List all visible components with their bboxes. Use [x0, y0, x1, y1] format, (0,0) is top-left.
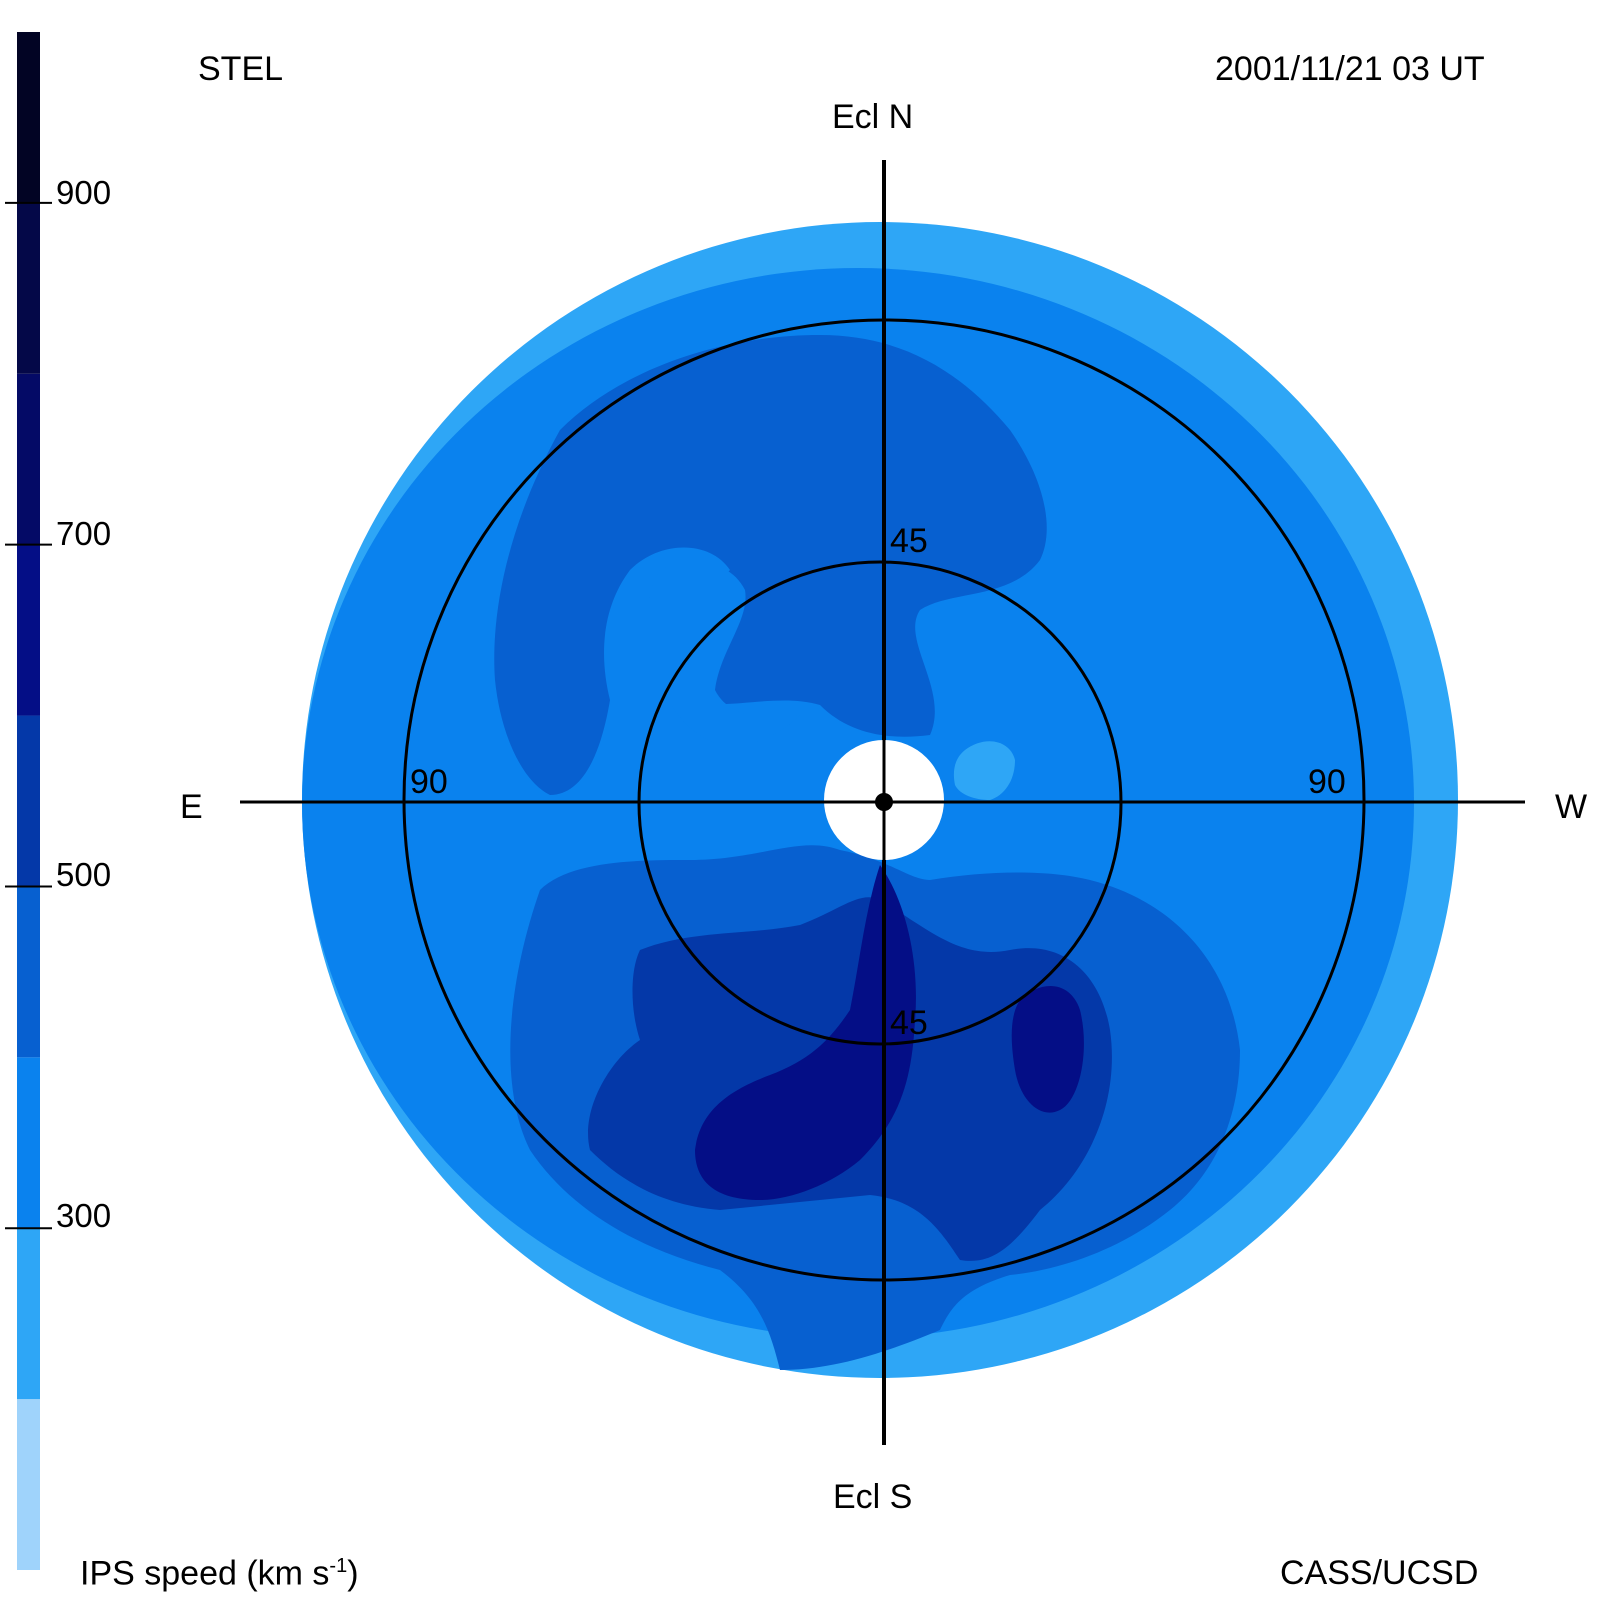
colorbar-level-800-900	[17, 202, 40, 374]
colorbar-level-500-600	[17, 715, 40, 887]
station-label: STEL	[198, 50, 284, 88]
colorbar-title: IPS speed (km s-1)	[80, 1556, 359, 1590]
datetime-label: 2001/11/21 03 UT	[1215, 50, 1485, 88]
colorbar-level-900-1000	[17, 32, 40, 203]
colorbar-level-600-700	[17, 544, 40, 716]
ring-label-90-west: 90	[1308, 763, 1346, 801]
colorbar-title-main: IPS speed (km s	[80, 1554, 330, 1593]
direction-north-label: Ecl N	[832, 98, 914, 136]
colorbar-level-100-200	[17, 1399, 40, 1570]
colorbar-tick-500: 500	[56, 856, 112, 893]
credit-label: CASS/UCSD	[1280, 1554, 1479, 1592]
speed-region-light-patch	[953, 741, 1015, 800]
colorbar-level-400-500	[17, 886, 40, 1058]
colorbar-tick-300: 300	[56, 1197, 112, 1234]
speed-region-darkest-east	[1011, 986, 1084, 1113]
speed-region-dark-north	[494, 335, 1047, 795]
colorbar-level-700-800	[17, 373, 40, 545]
colorbar-title-end: )	[347, 1554, 359, 1593]
colorbar-level-200-300	[17, 1228, 40, 1400]
direction-south-label: Ecl S	[833, 1478, 913, 1516]
colorbar-tick-900: 900	[56, 174, 112, 211]
speed-region-medium-patch	[648, 561, 800, 746]
direction-west-label: W	[1555, 788, 1588, 826]
sun-marker	[875, 793, 893, 811]
ring-label-45-north: 45	[890, 522, 928, 560]
colorbar-tick-700: 700	[56, 515, 112, 552]
colorbar-level-300-400	[17, 1057, 40, 1229]
ring-label-45-south: 45	[890, 1004, 928, 1042]
speed-region-darkest-center	[695, 865, 916, 1200]
direction-east-label: E	[180, 788, 203, 826]
ring-label-90-east: 90	[410, 763, 448, 801]
colorbar-title-sup: -1	[329, 1555, 348, 1577]
